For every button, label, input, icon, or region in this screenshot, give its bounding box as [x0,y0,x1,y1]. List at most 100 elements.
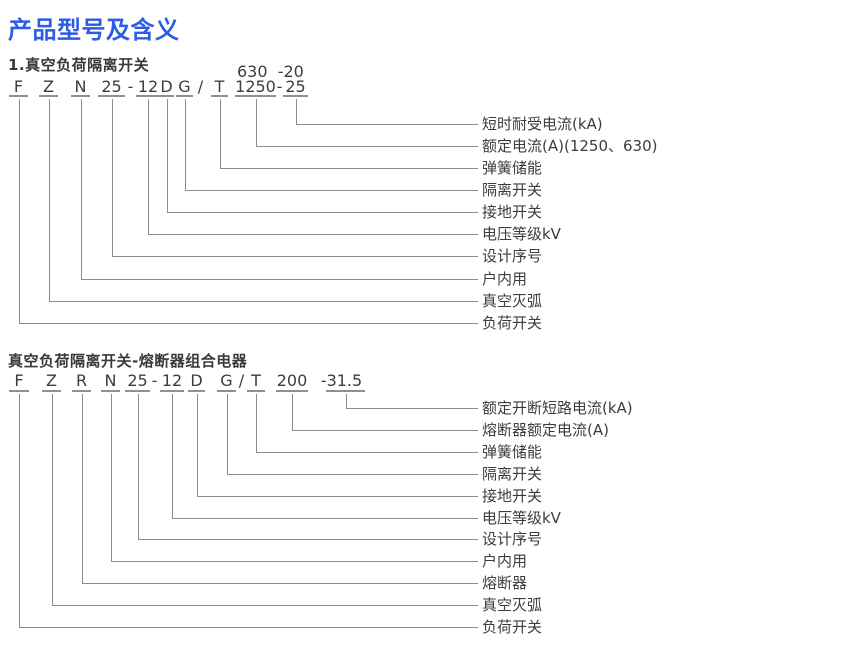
meaning-label: 额定开断短路电流(kA) [482,399,633,417]
meaning-label: 弹簧储能 [482,443,543,461]
meaning-label: 电压等级kV [482,225,561,243]
connector-vertical [220,99,221,169]
code-underline [211,95,228,97]
connector-vertical [81,99,82,280]
connector-vertical [292,394,293,431]
code-underline [188,390,205,392]
meaning-label: 短时耐受电流(kA) [482,115,603,133]
code-underline [159,95,174,97]
code-part: - [276,77,283,96]
code-part: / [238,371,245,390]
code-part: Z [46,371,57,390]
code-underline [42,390,61,392]
code-underline [276,390,308,392]
meaning-label: 户内用 [482,552,528,570]
meaning-label: 熔断器 [482,574,528,592]
connector-vertical [82,394,83,584]
code-part: G [178,77,191,96]
meaning-label: 接地开关 [482,487,543,505]
code-underline [9,390,29,392]
code-part: G [220,371,233,390]
connector-vertical [49,99,50,302]
code-part: Z [43,77,54,96]
code-part: 200 [276,371,308,390]
code-part: / [197,77,204,96]
code-underline [283,95,308,97]
connector-vertical [167,99,168,213]
code-underline [9,95,28,97]
connector-vertical [19,99,20,324]
code-part: N [74,77,87,96]
connector-vertical [197,394,198,497]
meaning-label: 隔离开关 [482,465,543,483]
code-part: T [214,77,225,96]
connector-vertical [148,99,149,235]
connector-vertical [112,99,113,257]
meaning-label: 设计序号 [482,247,543,265]
connector-horizontal [148,234,478,235]
connector-horizontal [172,518,478,519]
code-underline [136,95,160,97]
code-underline [326,390,365,392]
code-underline [71,95,90,97]
meaning-label: 户内用 [482,270,528,288]
code-underline [217,390,236,392]
code-part: 25 [101,77,122,96]
connector-horizontal [52,605,478,606]
code-part: -31.5 [320,371,363,390]
connector-vertical [256,99,257,147]
connector-horizontal [111,561,478,562]
meaning-label: 额定电流(A)(1250、630) [482,137,658,155]
section-heading: 1.真空负荷隔离开关 [8,56,150,74]
connector-horizontal [138,539,478,540]
connector-horizontal [296,124,478,125]
connector-horizontal [256,146,478,147]
page-title: 产品型号及含义 [8,16,180,44]
meaning-label: 隔离开关 [482,181,543,199]
code-part: F [13,77,24,96]
connector-horizontal [256,452,478,453]
code-part: D [160,77,173,96]
meaning-label: 设计序号 [482,530,543,548]
meaning-label: 负荷开关 [482,314,543,332]
code-underline [98,95,125,97]
code-part: R [75,371,88,390]
connector-vertical [346,394,347,409]
code-part: - [127,77,134,96]
connector-vertical [19,394,20,628]
connector-horizontal [19,323,478,324]
code-part: T [251,371,261,390]
code-part: - [151,371,158,390]
code-part: 1250 [235,77,276,96]
connector-vertical [52,394,53,606]
connector-vertical [111,394,112,562]
code-underline [125,390,150,392]
connector-vertical [172,394,173,519]
connector-horizontal [346,408,478,409]
code-underline [235,95,276,97]
code-part: 25 [285,77,306,96]
code-underline [176,95,193,97]
connector-vertical [185,99,186,191]
connector-horizontal [197,496,478,497]
code-part: F [14,371,24,390]
code-underline [160,390,184,392]
connector-horizontal [220,168,478,169]
connector-vertical [227,394,228,475]
connector-horizontal [185,190,478,191]
connector-horizontal [81,279,478,280]
meaning-label: 真空灭弧 [482,292,543,310]
code-underline [72,390,91,392]
connector-horizontal [49,301,478,302]
code-underline [39,95,58,97]
meaning-label: 熔断器额定电流(A) [482,421,609,439]
connector-horizontal [167,212,478,213]
meaning-label: 接地开关 [482,203,543,221]
meaning-label: 弹簧储能 [482,159,543,177]
code-part: 12 [161,371,183,390]
meaning-label: 电压等级kV [482,509,561,527]
code-part: D [190,371,203,390]
code-part: N [104,371,117,390]
connector-horizontal [112,256,478,257]
